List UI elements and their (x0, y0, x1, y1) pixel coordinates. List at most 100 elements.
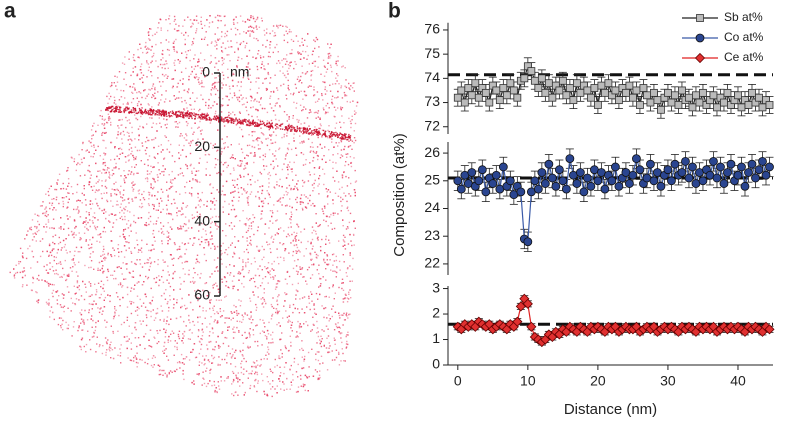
atom (201, 82, 203, 84)
atom (319, 118, 321, 120)
atom (148, 194, 151, 196)
atom (328, 351, 331, 353)
atom (310, 111, 312, 113)
atom (148, 38, 150, 40)
atom (182, 337, 184, 339)
atom (344, 95, 346, 97)
atom (306, 306, 308, 308)
atom (324, 261, 326, 264)
atom (144, 333, 147, 335)
atom (42, 250, 44, 253)
atom (24, 238, 26, 240)
atom (172, 218, 174, 221)
atom (18, 260, 20, 263)
atom (213, 305, 215, 307)
atom (245, 66, 248, 68)
atom (19, 261, 22, 263)
atom (249, 95, 252, 97)
atom (130, 250, 132, 253)
atom (147, 93, 150, 95)
atom (155, 276, 158, 279)
atom (195, 356, 198, 358)
atom (347, 298, 350, 300)
atom (262, 302, 264, 304)
atom (214, 158, 217, 160)
atom (245, 265, 247, 268)
atom (110, 193, 112, 195)
atom (218, 216, 220, 218)
atom (102, 271, 104, 273)
atom (193, 242, 195, 245)
atom (205, 168, 207, 170)
atom (134, 322, 137, 324)
atom (214, 222, 217, 225)
atom (239, 126, 241, 129)
atom (332, 212, 335, 214)
atom (173, 62, 175, 64)
atom (316, 269, 318, 271)
atom (301, 347, 303, 350)
atom (158, 169, 160, 171)
atom (201, 328, 204, 330)
atom (295, 147, 297, 149)
atom (147, 217, 150, 220)
atom (237, 48, 239, 51)
atom (200, 348, 202, 350)
atom (244, 21, 247, 23)
atom (179, 225, 182, 227)
atom (262, 44, 264, 46)
atom (320, 283, 322, 285)
atom (258, 274, 261, 277)
atom (170, 186, 172, 188)
atom (135, 196, 137, 199)
atom (95, 303, 97, 305)
atom (253, 281, 256, 283)
atom (95, 228, 97, 231)
atom (249, 279, 251, 282)
atom (153, 319, 156, 321)
atom (157, 91, 159, 93)
atom (241, 160, 243, 163)
atom (254, 373, 256, 375)
atom (238, 330, 240, 332)
atom (87, 330, 89, 332)
atom (138, 139, 140, 141)
atom (313, 89, 315, 91)
atom (144, 141, 147, 143)
atom (247, 204, 250, 206)
atom (266, 351, 269, 353)
atom (345, 272, 347, 274)
atom (167, 232, 170, 234)
atom (304, 181, 306, 183)
atom (236, 85, 238, 87)
atom (306, 58, 308, 60)
atom (290, 345, 292, 347)
atom (104, 185, 107, 188)
atom (135, 156, 137, 158)
atom (348, 293, 350, 295)
atom (122, 194, 125, 196)
atom (298, 119, 300, 121)
atom (283, 366, 286, 368)
atom (349, 195, 352, 197)
atom (274, 358, 276, 361)
atom (305, 207, 308, 209)
atom (233, 196, 235, 198)
atom (115, 162, 117, 165)
atom (148, 66, 150, 68)
atom (134, 114, 136, 116)
atom (181, 305, 183, 308)
atom (148, 139, 150, 142)
atom (63, 246, 66, 248)
atom (103, 127, 106, 129)
atom (176, 368, 178, 371)
atom (286, 204, 288, 207)
atom (179, 276, 181, 279)
atom (214, 77, 216, 79)
atom (173, 370, 176, 372)
atom (170, 333, 172, 335)
atom (69, 267, 72, 269)
atom (221, 190, 224, 192)
atom (145, 153, 147, 155)
atom (329, 57, 331, 59)
